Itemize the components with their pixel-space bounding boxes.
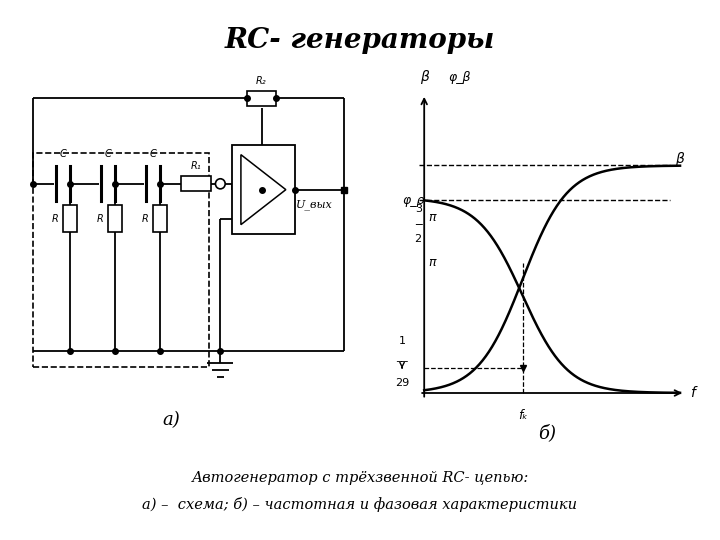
Text: π: π: [428, 256, 436, 269]
Text: б): б): [539, 424, 557, 442]
Text: C: C: [60, 150, 66, 159]
Text: R: R: [51, 214, 58, 224]
Text: 2: 2: [415, 234, 422, 244]
Text: ──: ──: [396, 357, 408, 367]
Text: C: C: [150, 150, 156, 159]
Text: Автогенератор с трёхзвенной RC- цепью:: Автогенератор с трёхзвенной RC- цепью:: [192, 471, 528, 485]
Text: C: C: [104, 150, 112, 159]
Text: R₂: R₂: [256, 76, 267, 86]
Bar: [63, 205, 77, 232]
Text: 1: 1: [399, 335, 405, 346]
Bar: [107, 205, 122, 232]
Text: β: β: [675, 152, 684, 166]
Text: 3: 3: [415, 204, 422, 214]
Text: f: f: [690, 386, 695, 400]
Text: R₁: R₁: [191, 160, 202, 171]
Bar: [232, 145, 295, 234]
Text: 29: 29: [395, 378, 409, 388]
Bar: [246, 91, 276, 106]
Bar: [181, 177, 211, 191]
Text: φ_ρ: φ_ρ: [402, 194, 424, 207]
Text: R: R: [141, 214, 148, 224]
Text: U_вых: U_вых: [295, 199, 333, 210]
Text: fₖ: fₖ: [518, 409, 528, 422]
Text: φ_β: φ_β: [449, 71, 472, 84]
Text: β: β: [420, 70, 428, 84]
Bar: [153, 205, 167, 232]
Text: R: R: [96, 214, 103, 224]
Text: π: π: [428, 211, 436, 224]
Text: ─: ─: [415, 219, 422, 229]
Text: RC- генераторы: RC- генераторы: [225, 27, 495, 54]
Text: а) –  схема; б) – частотная и фазовая характеристики: а) – схема; б) – частотная и фазовая хар…: [143, 497, 577, 512]
Text: а): а): [163, 411, 181, 429]
